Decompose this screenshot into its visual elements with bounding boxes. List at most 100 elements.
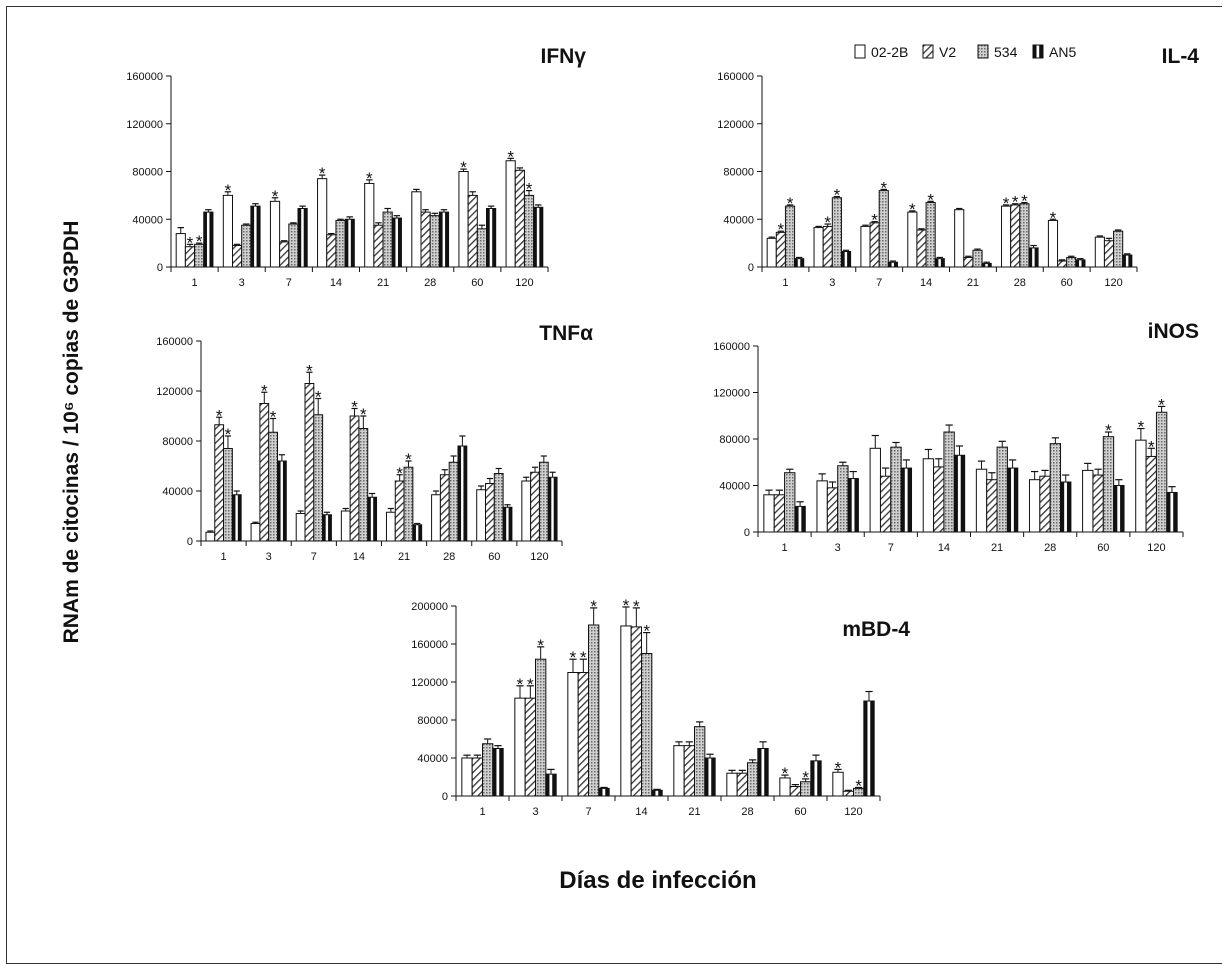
error-bar bbox=[965, 255, 972, 258]
error-bar bbox=[834, 768, 842, 773]
bar bbox=[975, 468, 988, 533]
bar bbox=[831, 197, 842, 268]
legend-label: AN5 bbox=[1049, 44, 1076, 60]
bar bbox=[358, 428, 369, 542]
error-bar bbox=[351, 407, 358, 416]
error-bar bbox=[507, 157, 514, 161]
bar bbox=[241, 224, 252, 268]
bar bbox=[1066, 256, 1077, 268]
bar bbox=[205, 531, 216, 542]
bar bbox=[538, 461, 549, 542]
bar bbox=[431, 494, 441, 542]
bar bbox=[502, 506, 513, 542]
bar bbox=[1049, 443, 1062, 533]
bar bbox=[493, 473, 504, 542]
bar bbox=[297, 208, 308, 268]
x-tick-label: 120 bbox=[530, 551, 548, 563]
error-bar bbox=[549, 471, 556, 478]
error-bar bbox=[685, 741, 693, 746]
significance-marker: * bbox=[351, 398, 358, 417]
bar bbox=[1122, 254, 1133, 268]
x-tick-label: 120 bbox=[1147, 542, 1165, 554]
legend-swatch bbox=[1032, 44, 1044, 59]
bar bbox=[322, 514, 332, 542]
significance-marker: * bbox=[871, 211, 878, 230]
bar bbox=[295, 513, 306, 542]
x-tick-label: 7 bbox=[286, 277, 292, 289]
bar bbox=[467, 194, 478, 268]
error-bar bbox=[956, 207, 963, 210]
bar bbox=[847, 478, 859, 533]
error-bar bbox=[459, 435, 466, 446]
x-tick-label: 28 bbox=[424, 277, 436, 289]
bar bbox=[953, 454, 966, 533]
error-bar bbox=[945, 424, 953, 433]
significance-marker: * bbox=[526, 180, 533, 199]
legend-item: 02-2B bbox=[854, 44, 908, 60]
x-tick-label: 28 bbox=[741, 806, 753, 818]
bar bbox=[391, 217, 402, 268]
bar bbox=[340, 510, 351, 542]
bar bbox=[747, 762, 759, 797]
y-tick-label: 120000 bbox=[156, 386, 193, 398]
error-bar bbox=[842, 249, 850, 252]
error-bar bbox=[422, 209, 429, 213]
error-bar bbox=[1012, 203, 1019, 205]
error-bar bbox=[252, 521, 259, 524]
significance-marker: * bbox=[824, 213, 831, 232]
chart-panel-1: IFNγ 0 40000 80000 120000 160000 1 3 7 14 21 28 60 12… bbox=[126, 45, 586, 289]
error-bar bbox=[537, 646, 545, 660]
significance-marker: * bbox=[927, 190, 934, 209]
bar bbox=[344, 218, 355, 268]
error-bar bbox=[600, 786, 608, 789]
error-bar bbox=[413, 188, 420, 192]
error-bar bbox=[955, 445, 964, 456]
bar bbox=[943, 431, 955, 533]
error-bar bbox=[243, 223, 250, 226]
error-bar bbox=[815, 225, 822, 228]
bar bbox=[925, 202, 936, 268]
error-bar bbox=[818, 473, 826, 481]
y-tick-label: 40000 bbox=[719, 481, 750, 493]
significance-marker: * bbox=[366, 169, 373, 188]
error-bar bbox=[366, 179, 373, 184]
error-bar bbox=[525, 190, 533, 196]
error-bar bbox=[315, 397, 322, 415]
significance-marker: * bbox=[1003, 194, 1010, 213]
significance-marker: * bbox=[405, 450, 412, 469]
x-tick-label: 21 bbox=[377, 277, 389, 289]
error-bar bbox=[1124, 253, 1131, 256]
bar bbox=[231, 494, 242, 542]
error-bar bbox=[977, 460, 986, 470]
error-bar bbox=[1002, 204, 1010, 207]
bar bbox=[981, 262, 992, 268]
bar bbox=[757, 748, 769, 797]
x-tick-label: 1 bbox=[782, 542, 788, 554]
bar bbox=[403, 466, 414, 542]
error-bar bbox=[824, 223, 831, 227]
x-tick-label: 3 bbox=[829, 277, 835, 289]
bar bbox=[231, 245, 243, 268]
significance-marker: * bbox=[1050, 208, 1057, 227]
error-bar bbox=[1031, 470, 1039, 480]
legend-swatch bbox=[922, 44, 934, 59]
bar bbox=[900, 467, 913, 533]
error-bar bbox=[909, 210, 916, 213]
error-bar bbox=[632, 607, 640, 627]
bar bbox=[890, 446, 902, 533]
significance-marker: * bbox=[196, 232, 203, 251]
bar bbox=[222, 194, 233, 268]
y-tick-label: 120000 bbox=[126, 119, 163, 131]
bar bbox=[317, 178, 328, 268]
bar bbox=[269, 200, 281, 268]
bar bbox=[878, 190, 889, 268]
bar bbox=[996, 446, 1008, 533]
significance-marker: * bbox=[1021, 192, 1028, 211]
error-bar bbox=[469, 191, 476, 196]
error-bar bbox=[405, 460, 412, 468]
panel-title: TNFα bbox=[539, 322, 593, 345]
x-tick-label: 60 bbox=[1061, 277, 1073, 289]
error-bar bbox=[643, 631, 651, 654]
bar bbox=[907, 211, 918, 268]
error-bar bbox=[207, 530, 214, 533]
